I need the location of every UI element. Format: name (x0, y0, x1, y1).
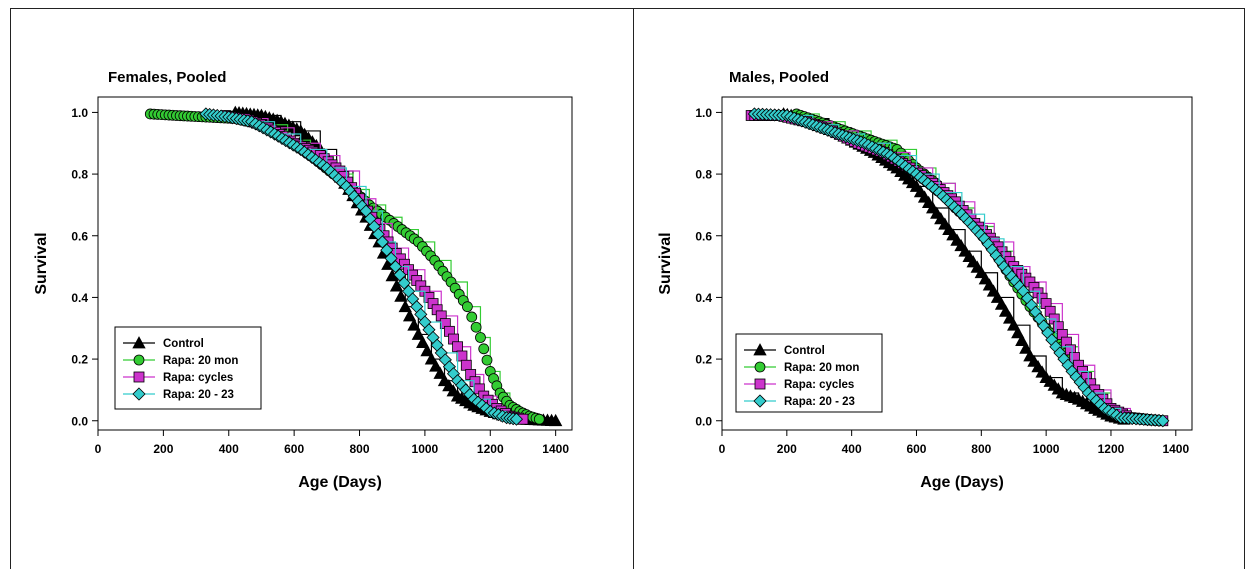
plot-frame (721, 96, 1193, 431)
x-tick-label: 800 (350, 442, 370, 456)
x-tick-label: 1000 (1033, 442, 1060, 456)
data-point-rapa-20-23 (393, 268, 407, 282)
x-tick-label: 1400 (542, 442, 569, 456)
x-tick-label: 1200 (477, 442, 504, 456)
legend: Control Rapa: 20 mon Rapa: cycles Rapa: 20 … (735, 333, 883, 413)
data-point-control (420, 344, 434, 357)
data-point-rapa-20-mon (533, 413, 545, 425)
data-point-control (398, 299, 412, 313)
plot-frame (97, 96, 573, 431)
data-point-rapa-cycles (452, 341, 463, 353)
y-tick-label: 1.0 (695, 106, 712, 120)
data-point-control (424, 352, 439, 365)
legend-label-rapa-20-23: Rapa: 20 - 23 (163, 389, 234, 401)
x-tick-label: 1000 (412, 442, 439, 456)
x-tick-label: 0 (719, 442, 726, 456)
data-point-control (402, 309, 417, 322)
data-point-rapa-20-mon (475, 332, 486, 343)
series-line-rapa-cycles (225, 114, 524, 420)
data-point-rapa-20-23 (397, 276, 411, 290)
legend-label-rapa-20-23: Rapa: 20 - 23 (784, 396, 855, 408)
chart-title: Males, Pooled (729, 69, 829, 86)
data-point-rapa-20-23 (1156, 414, 1170, 428)
legend-marker-rapa-20-23 (753, 394, 767, 408)
x-tick-label: 200 (777, 442, 797, 456)
legend-marker-rapa-20-23 (132, 387, 146, 401)
y-tick-label: 0.6 (71, 229, 88, 243)
data-point-control (416, 335, 430, 349)
data-point-control (1007, 318, 1021, 331)
data-point-rapa-20-mon (481, 354, 493, 366)
y-tick-label: 0.0 (695, 414, 712, 428)
legend-label-rapa-20-mon: Rapa: 20 mon (784, 362, 859, 374)
x-tick-label: 200 (153, 442, 173, 456)
data-point-rapa-cycles (460, 359, 472, 371)
data-point-control (1015, 333, 1029, 346)
data-point-control (411, 327, 426, 340)
x-tick-label: 600 (906, 442, 926, 456)
data-point-rapa-20-23 (388, 260, 403, 274)
legend-marker-rapa-20-mon (133, 354, 145, 366)
data-point-control (389, 279, 404, 292)
y-tick-label: 0.6 (695, 229, 712, 243)
x-tick-label: 1200 (1098, 442, 1125, 456)
y-axis-label: Survival (657, 232, 674, 294)
data-point-rapa-cycles (456, 350, 468, 362)
y-tick-label: 0.2 (71, 353, 88, 367)
x-tick-label: 800 (971, 442, 991, 456)
x-axis-label: Age (Days) (298, 474, 382, 491)
left-panel-border (10, 8, 634, 569)
data-point-rapa-20-mon (470, 321, 482, 333)
legend-label-control: Control (784, 345, 825, 357)
right-panel-border (632, 8, 1245, 569)
x-tick-label: 400 (219, 442, 239, 456)
y-tick-label: 0.0 (71, 414, 88, 428)
x-axis-label: Age (Days) (920, 474, 1004, 491)
x-tick-label: 0 (95, 442, 102, 456)
x-tick-label: 600 (284, 442, 304, 456)
data-point-rapa-20-mon (478, 343, 490, 355)
data-point-rapa-20-23 (375, 235, 389, 249)
legend-label-rapa-cycles: Rapa: cycles (784, 379, 854, 391)
y-tick-label: 0.4 (71, 291, 88, 305)
data-point-rapa-20-23 (380, 243, 394, 257)
legend-marker-rapa-20-mon (754, 361, 766, 373)
y-tick-label: 0.4 (695, 291, 712, 305)
legend-marker-control (753, 343, 767, 356)
x-tick-label: 1400 (1162, 442, 1189, 456)
y-tick-label: 1.0 (71, 106, 88, 120)
data-point-rapa-20-23 (509, 412, 523, 426)
chart-title: Females, Pooled (108, 69, 226, 86)
data-point-rapa-20-mon (461, 301, 473, 313)
series-group (144, 105, 563, 427)
legend-label-rapa-20-mon: Rapa: 20 mon (163, 355, 238, 367)
legend-label-rapa-cycles: Rapa: cycles (163, 372, 233, 384)
y-tick-label: 0.8 (695, 168, 712, 182)
y-tick-label: 0.8 (71, 168, 88, 182)
legend-marker-control (132, 336, 146, 349)
data-point-control (1011, 326, 1025, 339)
data-point-control (1019, 341, 1033, 354)
data-point-control (394, 289, 408, 302)
legend-marker-rapa-cycles (754, 378, 766, 390)
data-point-control (548, 413, 563, 427)
data-point-control (407, 318, 421, 331)
data-point-control (429, 359, 443, 372)
data-point-rapa-20-23 (384, 251, 398, 265)
data-point-rapa-20-mon (466, 311, 478, 323)
series-group (745, 107, 1170, 428)
y-tick-label: 0.2 (695, 353, 712, 367)
legend-label-control: Control (163, 338, 204, 350)
y-axis-label: Survival (33, 232, 50, 294)
x-tick-label: 400 (842, 442, 862, 456)
chart-females-pooled: Females, Pooled 0.0 0.2 0.4 0.6 0.8 1.0 0 200 400… (33, 69, 573, 491)
chart-males-pooled: Males, Pooled 0.0 0.2 0.4 0.6 0.8 1.0 0 200 400 60… (657, 69, 1193, 491)
legend: Control Rapa: 20 mon Rapa: cycles Rapa: 20 … (114, 326, 262, 410)
legend-marker-rapa-cycles (133, 371, 145, 383)
data-point-control (433, 366, 447, 379)
